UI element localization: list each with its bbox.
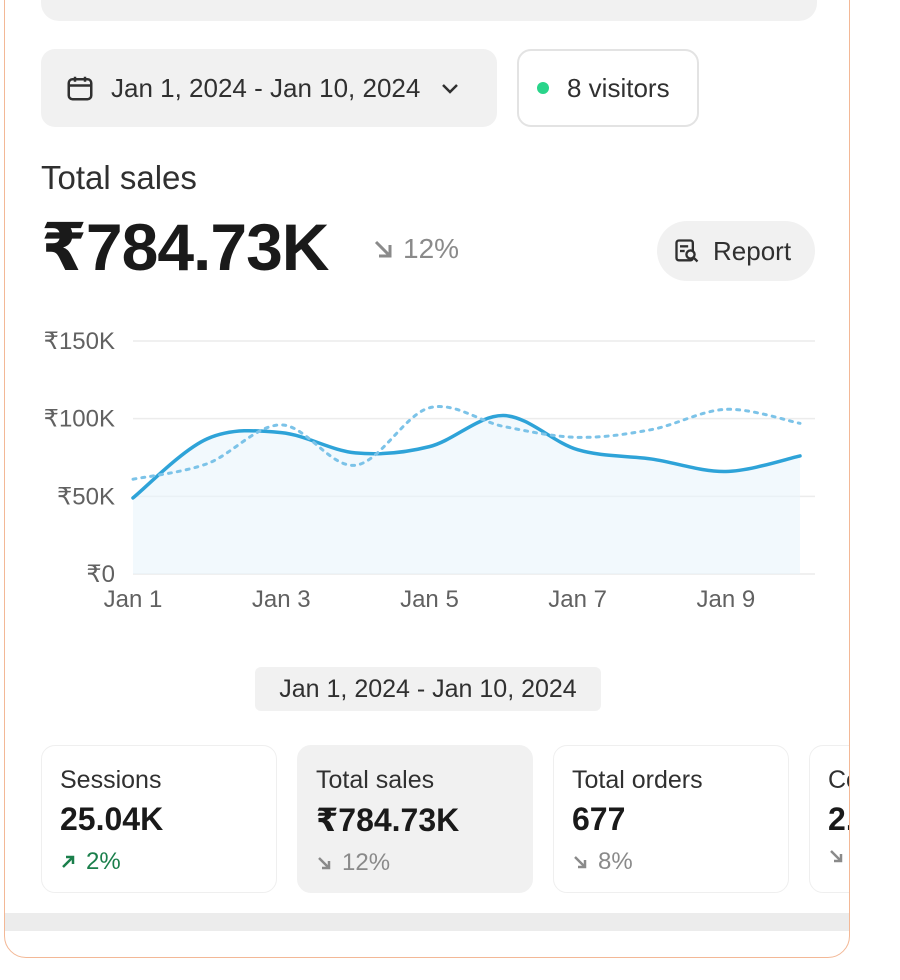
stat-card-sessions[interactable]: Sessions 25.04K 2%	[41, 745, 277, 893]
x-tick-label: Jan 1	[104, 586, 163, 613]
y-tick-label: ₹0	[86, 561, 115, 588]
calendar-icon	[67, 76, 93, 101]
stat-card-conversion[interactable]: Co 2.	[809, 745, 849, 893]
top-strip	[41, 0, 817, 21]
y-tick-label: ₹100K	[44, 406, 115, 433]
stat-change: 12%	[316, 849, 514, 877]
report-search-icon	[675, 239, 699, 263]
stat-change	[828, 848, 849, 864]
arrow-down-right-icon	[318, 857, 331, 870]
comparison-series-line	[131, 405, 802, 481]
report-label: Report	[713, 235, 792, 266]
metric-title: Total sales	[41, 159, 197, 196]
x-tick-label: Jan 5	[400, 586, 459, 613]
x-tick-label: Jan 3	[252, 586, 311, 613]
y-tick-label: ₹50K	[57, 483, 115, 510]
stat-change-value: 2%	[86, 848, 121, 875]
series-area	[133, 415, 800, 574]
y-tick-label: ₹150K	[44, 328, 115, 355]
date-range-label: Jan 1, 2024 - Jan 10, 2024	[111, 72, 421, 103]
stat-change-value: 8%	[598, 848, 633, 875]
arrow-up-right-icon	[62, 855, 75, 868]
stat-value: 2.	[828, 801, 849, 837]
report-button[interactable]: Report	[657, 221, 815, 281]
stat-label: Sessions	[60, 766, 162, 794]
stat-value: ₹784.73K	[316, 802, 460, 838]
chart-range-label: Jan 1, 2024 - Jan 10, 2024	[255, 667, 601, 711]
stat-card-total-sales[interactable]: Total sales ₹784.73K 12%	[297, 745, 533, 893]
arrow-down-right-icon	[830, 850, 843, 863]
sales-line-chart: ₹0 ₹50K ₹100K ₹150K Jan 1 Jan 3 Jan 5 Jan 7 Jan …	[44, 328, 815, 613]
stat-change: 8%	[572, 848, 770, 876]
visitors-button[interactable]: 8 visitors	[517, 49, 699, 127]
current-series-line	[131, 413, 802, 500]
visitors-label: 8 visitors	[567, 72, 670, 103]
stat-value: 25.04K	[60, 801, 164, 837]
stat-label: Total sales	[316, 766, 435, 794]
metric-value: ₹784.73K	[41, 210, 329, 284]
chevron-down-icon	[442, 84, 459, 94]
scroll-track	[5, 913, 849, 931]
stat-card-total-orders[interactable]: Total orders 677 8%	[553, 745, 789, 893]
date-range-picker[interactable]: Jan 1, 2024 - Jan 10, 2024	[41, 49, 497, 127]
x-tick-label: Jan 7	[548, 586, 607, 613]
stat-change: 2%	[60, 848, 258, 876]
live-indicator-dot	[537, 82, 549, 94]
stat-label: Total orders	[572, 766, 703, 794]
sales-card: Jan 1, 2024 - Jan 10, 2024 8 visitors To…	[4, 0, 850, 958]
arrow-down-right-icon	[374, 240, 392, 258]
metric-change-value: 12%	[403, 233, 460, 264]
arrow-down-right-icon	[574, 856, 587, 869]
stat-label: Co	[828, 766, 849, 794]
metric-change: 12%	[371, 233, 459, 265]
stat-change-value: 12%	[342, 849, 391, 876]
stat-value: 677	[572, 801, 626, 837]
x-tick-label: Jan 9	[697, 586, 756, 613]
